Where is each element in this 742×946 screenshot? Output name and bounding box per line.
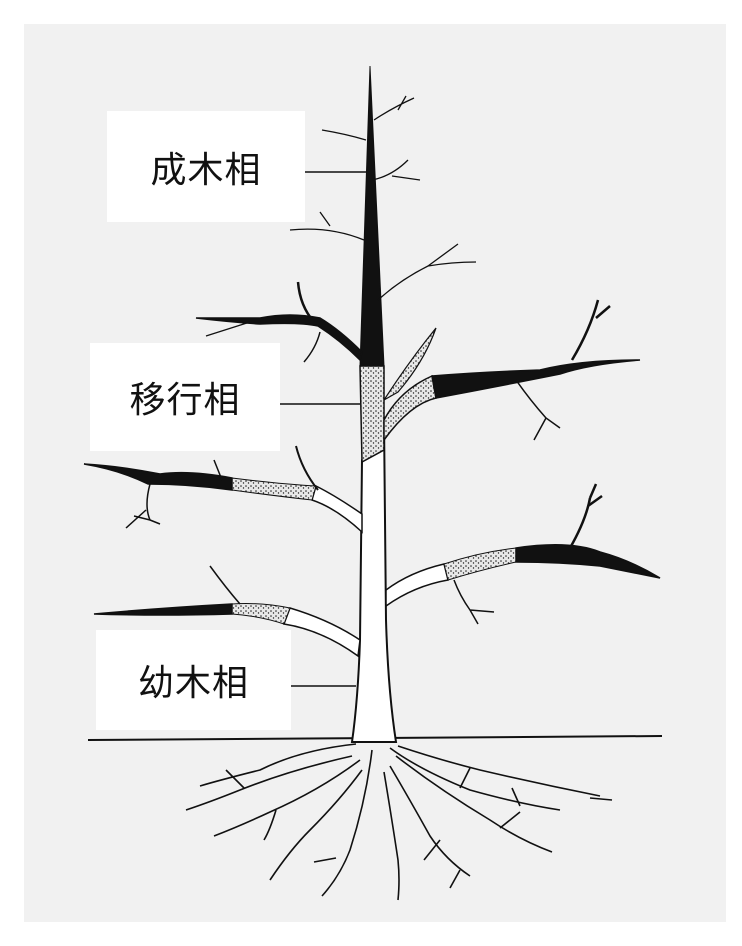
label-mature-phase: 成木相 [107,111,305,222]
label-mature-text: 成木相 [150,149,262,191]
twig [296,281,315,323]
branch-mid-left-juvenile [311,484,363,534]
label-transition-phase: 移行相 [90,343,280,451]
twig [213,459,223,481]
branch-mid-left-mature [83,463,233,491]
twig [321,129,367,141]
twig [209,565,241,605]
branch-lower-left-transition [231,603,291,625]
branch-lower-right-juvenile [385,563,449,608]
branch-lower-left-juvenile [282,607,361,658]
branch-lower-left-mature [93,603,233,616]
branch-lower-right-mature [515,544,661,579]
trunk-mature [359,65,385,367]
twig [125,483,161,529]
branch-mid-left-transition [231,477,317,501]
branch-upper-right-transition [383,374,437,443]
twig [295,445,319,491]
twig [453,579,495,625]
twig [568,483,603,549]
twig [205,321,251,337]
branch-upper-right-upper-transition [383,327,437,401]
twig [373,95,415,121]
trunk-transition [359,365,385,464]
branch-upper-right-mature [431,359,641,399]
label-juvenile-phase: 幼木相 [96,630,291,730]
trunk-juvenile [350,416,398,743]
twig [570,299,611,361]
twig [377,243,477,301]
twig [303,331,321,363]
roots [185,743,613,901]
branch-lower-right-transition [443,547,517,581]
twig [371,159,421,181]
label-transition-text: 移行相 [129,380,241,421]
branch-upper-left-mature [195,314,363,362]
twig [289,211,365,241]
label-juvenile-text: 幼木相 [137,663,249,704]
twig [515,379,561,441]
